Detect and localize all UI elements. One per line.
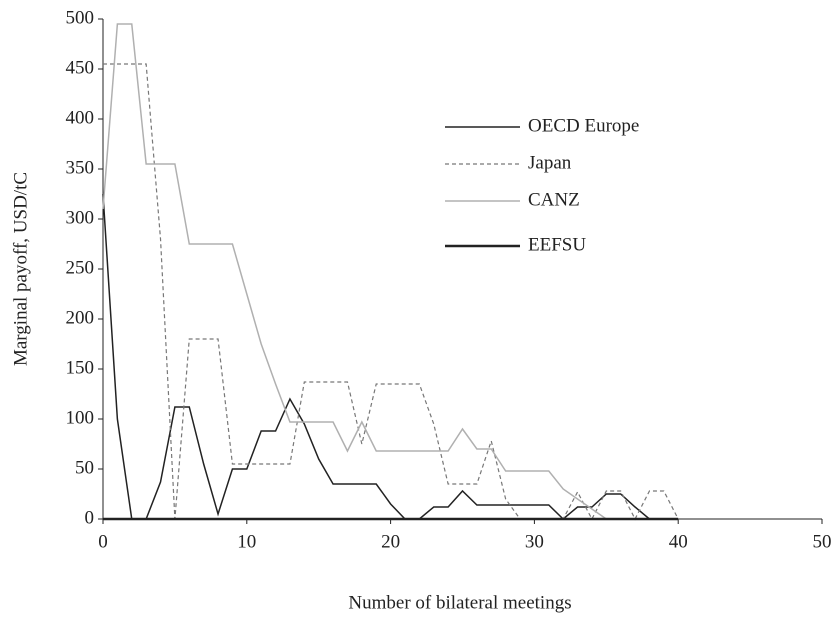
- x-tick-label: 20: [381, 531, 400, 552]
- y-tick-label: 350: [66, 157, 95, 178]
- y-axis-title: Marginal payoff, USD/tC: [10, 172, 31, 366]
- y-tick-label: 500: [66, 7, 95, 28]
- legend-label: EEFSU: [528, 234, 586, 255]
- y-tick-label: 400: [66, 107, 95, 128]
- legend-label: Japan: [528, 152, 572, 173]
- y-tick-label: 150: [66, 357, 95, 378]
- legend-label: CANZ: [528, 189, 580, 210]
- y-tick-label: 250: [66, 257, 95, 278]
- y-tick-label: 300: [66, 207, 95, 228]
- y-tick-label: 200: [66, 307, 95, 328]
- series-line: [102, 193, 679, 521]
- series-line: [102, 23, 679, 520]
- x-tick-label: 40: [669, 531, 688, 552]
- y-tick-label: 100: [66, 407, 95, 428]
- y-tick-label: 450: [66, 57, 95, 78]
- x-tick-label: 10: [237, 531, 256, 552]
- x-tick-label: 50: [813, 531, 832, 552]
- x-tick-label: 0: [98, 531, 108, 552]
- y-tick-label: 0: [85, 507, 95, 528]
- x-tick-label: 30: [525, 531, 544, 552]
- series-line: [103, 63, 679, 521]
- x-axis-title: Number of bilateral meetings: [348, 592, 571, 613]
- y-tick-label: 50: [75, 457, 94, 478]
- legend-label: OECD Europe: [528, 115, 639, 136]
